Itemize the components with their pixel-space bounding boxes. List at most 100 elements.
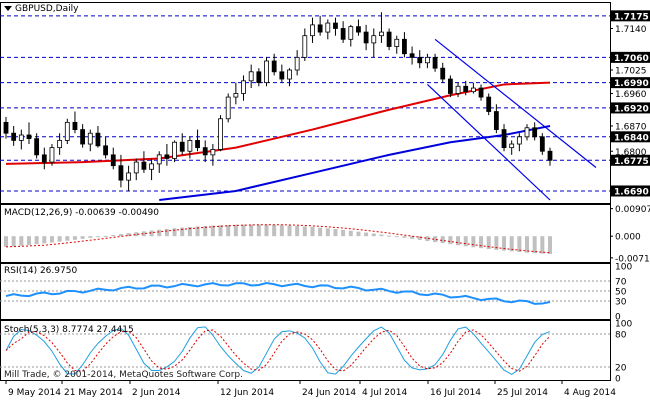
candle-body [72, 121, 78, 130]
macd-histogram-bar [42, 236, 47, 244]
macd-histogram-bar [295, 225, 300, 237]
rsi-axis-label: 70 [615, 278, 627, 288]
candle-body [41, 154, 47, 163]
macd-histogram-bar [341, 229, 346, 237]
macd-signal-line [5, 224, 551, 254]
price-level-label: 1.6690 [614, 187, 649, 197]
candle-body [87, 132, 93, 145]
x-axis-label: 9 May 2014 [8, 388, 61, 398]
macd-histogram-bar [26, 236, 31, 245]
macd-histogram-bar [494, 236, 499, 250]
macd-histogram-bar [249, 224, 254, 237]
candle-body [509, 143, 515, 149]
candle-body [225, 96, 231, 120]
candle-body [379, 31, 384, 37]
macd-histogram-bar [479, 236, 484, 249]
macd-histogram-bar [19, 236, 24, 246]
candle-body [333, 22, 338, 29]
macd-histogram-bar [410, 236, 415, 239]
candle-body [302, 35, 308, 58]
macd-histogram-bar [402, 236, 407, 238]
macd-histogram-bar [88, 236, 93, 238]
candle-body [440, 67, 446, 80]
candle-body [501, 129, 507, 149]
macd-histogram-bar [4, 236, 8, 247]
candle-body [156, 154, 162, 165]
rsi-axis-label: 50 [615, 288, 627, 298]
candle-body [118, 165, 124, 181]
x-axis-label: 2 Jun 2014 [132, 388, 181, 398]
macd-histogram-bar [187, 226, 192, 237]
macd-histogram-bar [440, 236, 445, 244]
rsi-label: RSI(14) 26.9750 [4, 266, 78, 276]
macd-histogram-bar [264, 224, 269, 237]
price-panel-frame [0, 2, 611, 204]
price-axis-label: 1.7140 [615, 25, 647, 35]
macd-histogram-bar [532, 236, 537, 254]
macd-histogram-bar [456, 236, 461, 246]
macd-histogram-bar [203, 225, 208, 237]
macd-panel-frame [0, 204, 611, 263]
macd-histogram-bar [65, 236, 70, 241]
candle-body [210, 149, 216, 156]
x-axis-label: 24 Jun 2014 [302, 388, 356, 398]
stoch-main-line [5, 326, 551, 376]
candle-body [348, 26, 354, 40]
macd-histogram-bar [425, 236, 430, 242]
rsi-axis-label: 100 [615, 263, 632, 273]
candle-body [447, 78, 453, 94]
macd-histogram-bar [141, 231, 146, 237]
macd-histogram-bar [318, 227, 323, 237]
x-axis-label: 25 Jul 2014 [497, 388, 548, 398]
macd-histogram-bar [517, 236, 522, 252]
candle-body [57, 140, 63, 149]
rsi-line [5, 281, 551, 305]
macd-histogram-bar [387, 235, 392, 237]
candle-body [493, 111, 499, 130]
macd-histogram-bar [80, 236, 85, 239]
candle-body [141, 161, 147, 170]
macd-label: MACD(12,26,9) -0.00639 -0.00490 [4, 208, 160, 218]
candle-body [195, 140, 200, 149]
x-axis-label: 4 Jul 2014 [362, 388, 407, 398]
candle-body [256, 71, 262, 84]
macd-histogram-bar [256, 224, 261, 237]
stoch-axis-label: 0 [615, 375, 621, 385]
macd-histogram-bar [509, 236, 514, 252]
candle-body [149, 163, 154, 170]
stoch-axis-label: 80 [615, 331, 627, 341]
price-level-label: 1.7060 [614, 54, 649, 64]
macd-histogram-bar [241, 224, 246, 237]
macd-histogram-bar [548, 236, 552, 254]
candle-body [356, 26, 361, 33]
candle-body [264, 60, 269, 84]
macd-histogram-bar [164, 228, 169, 237]
macd-histogram-bar [95, 236, 100, 238]
macd-histogram-bar [172, 228, 177, 237]
price-level-label: 1.6920 [614, 104, 649, 114]
macd-histogram-bar [302, 226, 307, 237]
candle-body [340, 28, 346, 40]
dropdown-icon[interactable] [4, 6, 12, 11]
macd-histogram-bar [57, 236, 62, 242]
macd-histogram-bar [210, 225, 215, 237]
candle-body [317, 24, 323, 33]
candle-body [294, 56, 300, 71]
macd-histogram-bar [310, 227, 315, 237]
x-axis-label: 16 Jul 2014 [430, 388, 481, 398]
macd-histogram-bar [417, 236, 422, 240]
macd-histogram-bar [433, 236, 438, 243]
price-label-box [611, 185, 650, 197]
price-level-label: 1.6775 [614, 157, 649, 167]
price-axis-label: 1.6870 [615, 122, 647, 132]
candle-body [103, 145, 109, 156]
candle-body [179, 141, 185, 152]
candle-body [470, 87, 476, 93]
chart-title[interactable]: GBPUSD,Daily [4, 4, 78, 15]
candle-body [547, 150, 553, 161]
price-label-box [611, 77, 650, 89]
candle-body [202, 147, 208, 156]
macd-histogram-bar [356, 231, 361, 237]
candle-body [371, 35, 377, 44]
